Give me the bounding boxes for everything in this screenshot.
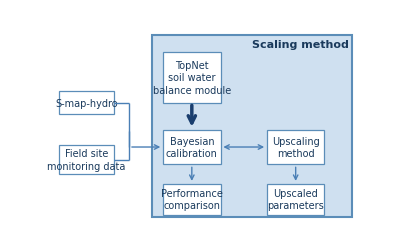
FancyBboxPatch shape [163,184,220,215]
FancyBboxPatch shape [163,130,220,165]
FancyBboxPatch shape [59,92,114,115]
Text: Field site
monitoring data: Field site monitoring data [47,149,126,171]
Text: Scaling method: Scaling method [252,40,349,50]
Text: TopNet
soil water
balance module: TopNet soil water balance module [153,61,231,96]
Text: S-map-hydro: S-map-hydro [55,98,118,108]
Text: Bayesian
calibration: Bayesian calibration [166,136,218,158]
FancyBboxPatch shape [267,184,324,215]
FancyBboxPatch shape [267,130,324,165]
FancyBboxPatch shape [152,36,352,217]
Text: Upscaled
parameters: Upscaled parameters [267,188,324,210]
FancyBboxPatch shape [163,53,220,103]
FancyBboxPatch shape [59,146,114,174]
Text: Upscaling
method: Upscaling method [272,136,320,158]
Text: Performance
comparison: Performance comparison [161,188,223,210]
